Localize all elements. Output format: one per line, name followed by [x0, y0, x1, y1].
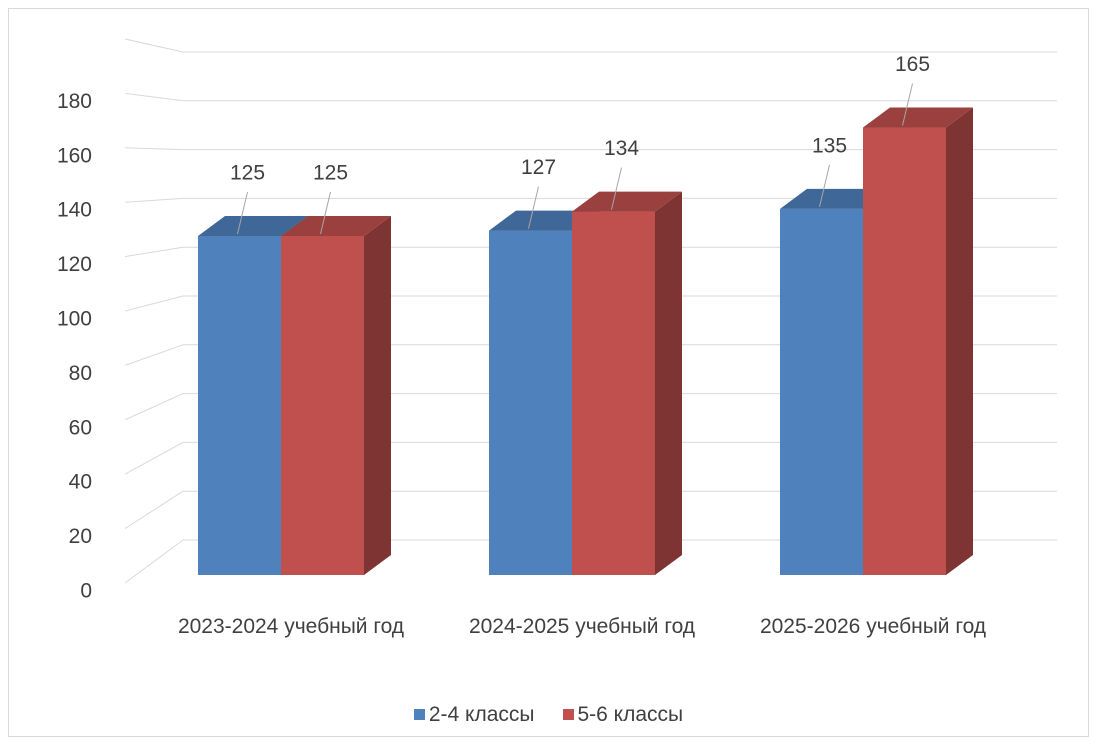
leader-line [237, 191, 248, 235]
grid-line [124, 490, 184, 530]
bar-side [364, 216, 391, 575]
bar-top [863, 107, 973, 128]
bar-top [489, 210, 599, 231]
leader-line [819, 164, 830, 207]
bar-side [655, 191, 682, 576]
wall-edge [124, 38, 184, 53]
data-label: 165 [895, 53, 930, 76]
y-tick-label: 80 [69, 362, 92, 385]
frame [8, 8, 1089, 737]
grid-line [124, 246, 184, 258]
legend-label: 2-4 классы [428, 703, 535, 726]
y-tick-label: 40 [69, 471, 92, 494]
legend-swatch [562, 709, 574, 720]
bar [863, 107, 973, 576]
y-tick-label: 140 [57, 199, 92, 222]
grid-line [124, 539, 184, 584]
grid-line [124, 393, 184, 421]
x-tick-label: 2025-2026 учебный год [759, 615, 987, 638]
legend-swatch [413, 709, 425, 720]
grid-line [124, 344, 184, 366]
x-tick-label: 2024-2025 учебный год [468, 615, 696, 638]
bar-side [946, 107, 973, 576]
bar-top [281, 216, 391, 236]
y-tick-label: 160 [57, 144, 92, 167]
bar [281, 216, 391, 575]
bar-front [863, 127, 946, 576]
leader-line [611, 167, 622, 210]
bar-top [780, 188, 890, 209]
data-label: 134 [604, 137, 639, 160]
leader-line [902, 83, 913, 126]
legend: 2-4 классы 5-6 классы [0, 703, 1097, 727]
y-tick-label: 100 [57, 308, 92, 331]
y-tick-label: 0 [80, 580, 92, 603]
grid-line [124, 92, 184, 102]
bar-front [780, 208, 863, 575]
legend-label: 5-6 классы [577, 703, 684, 726]
bar-top [572, 191, 682, 212]
grid-line [124, 441, 184, 475]
data-label: 127 [521, 156, 556, 179]
bar [572, 191, 682, 576]
y-tick-label: 120 [57, 253, 92, 276]
data-label: 125 [313, 162, 348, 185]
bar-front [572, 211, 655, 576]
data-label: 125 [230, 162, 265, 185]
leader-line [528, 186, 539, 229]
data-label: 135 [812, 134, 847, 157]
grid-line [124, 295, 184, 312]
bar-front [489, 230, 572, 576]
y-tick-label: 60 [69, 416, 92, 439]
legend-item: 5-6 классы [562, 703, 684, 727]
grid-line [124, 197, 184, 203]
y-tick-label: 180 [57, 90, 92, 113]
x-tick-label: 2023-2024 учебный год [177, 615, 405, 638]
bar-front [198, 236, 281, 575]
leader-line [320, 191, 331, 235]
y-tick-label: 20 [69, 525, 92, 548]
bar-front [281, 236, 364, 575]
bar-top [198, 216, 308, 236]
grid-line [124, 147, 184, 151]
legend-item: 2-4 классы [413, 703, 535, 727]
